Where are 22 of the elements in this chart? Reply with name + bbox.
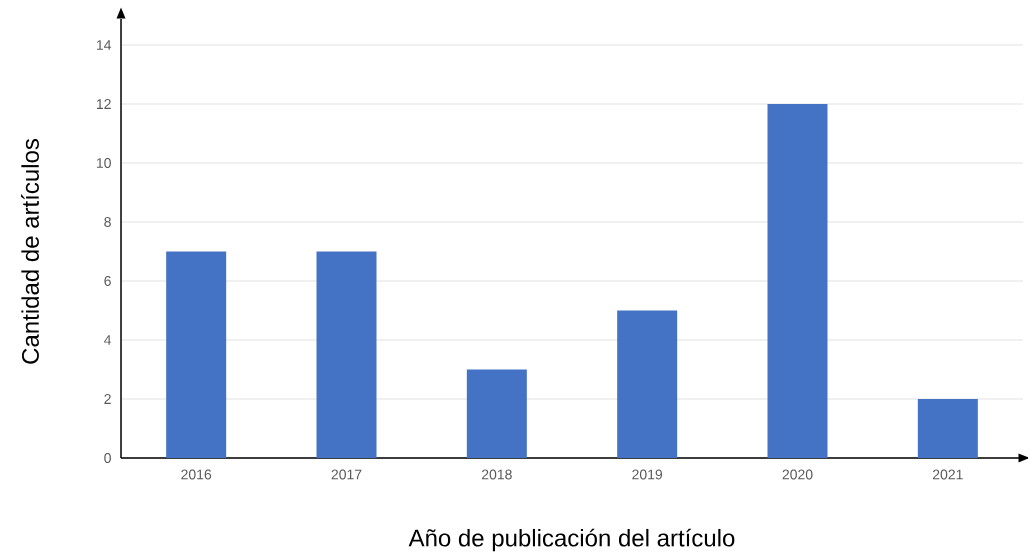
x-tick-label: 2016	[181, 469, 212, 480]
bar	[466, 369, 527, 458]
y-tick-label: 8	[104, 217, 111, 227]
x-tick-label: 2020	[782, 469, 813, 480]
y-tick-label: 10	[96, 158, 111, 168]
y-axis-title: Cantidad de artículos	[21, 139, 39, 364]
bar	[767, 103, 828, 458]
x-tick-label: 2017	[331, 469, 362, 480]
bar	[316, 251, 377, 458]
y-tick-label: 14	[96, 40, 112, 50]
bar	[166, 251, 227, 458]
y-tick-label: 2	[104, 394, 111, 404]
x-tick-label: 2019	[632, 469, 663, 480]
x-tick-label: 2021	[932, 469, 963, 480]
y-tick-label: 4	[104, 335, 112, 345]
x-axis-title: Año de publicación del artículo	[408, 528, 735, 552]
bar	[917, 398, 978, 458]
x-tick-label: 2018	[481, 469, 512, 480]
bar	[617, 310, 678, 458]
y-tick-label: 0	[104, 453, 111, 463]
y-tick-label: 6	[104, 276, 111, 286]
y-tick-label: 12	[96, 99, 111, 109]
